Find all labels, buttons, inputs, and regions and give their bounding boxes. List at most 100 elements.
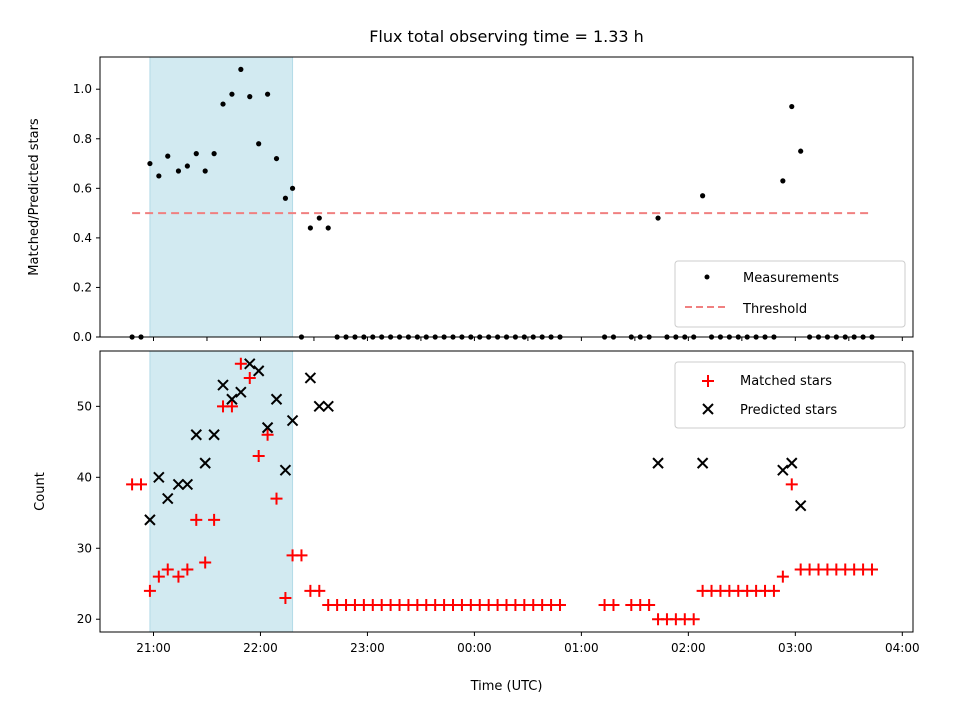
- predicted-star-point: [786, 457, 798, 469]
- count-x-tick-label: 23:00: [350, 641, 385, 655]
- count-x-tick-label: 03:00: [778, 641, 813, 655]
- chart-title: Flux total observing time = 1.33 h: [369, 27, 644, 46]
- count-y-ticks: 20 30 40 50: [77, 399, 100, 626]
- measurement-point: [184, 163, 190, 169]
- measurement-point: [273, 155, 280, 162]
- predicted-star-point: [286, 414, 299, 427]
- matched-star-point: [295, 549, 308, 562]
- ratio-y-tick-label: 0.6: [73, 181, 92, 195]
- ratio-y-axis-label: Matched/Predicted stars: [27, 118, 42, 276]
- ratio-shaded-region: [149, 56, 294, 338]
- predicted-star-point: [208, 429, 220, 441]
- matched-star-point: [279, 591, 292, 604]
- count-x-tick-label: 00:00: [457, 641, 492, 655]
- matched-star-point: [252, 450, 265, 463]
- measurement-point: [220, 101, 226, 107]
- count-x-ticks: 21:00 22:00 23:00 00:00 01:00 02:00 03:00 04:00: [136, 632, 920, 655]
- matched-star-point: [643, 599, 656, 612]
- matched-star-point: [135, 478, 148, 491]
- count-y-tick-label: 50: [77, 399, 92, 413]
- matched-star-point: [270, 492, 283, 505]
- predicted-star-point: [261, 421, 274, 434]
- matched-star-points: [126, 357, 878, 626]
- measurement-point: [282, 195, 289, 201]
- measurements-legend-label: Measurements: [743, 271, 839, 286]
- predicted-legend-label: Predicted stars: [740, 403, 837, 418]
- predicted-star-point: [322, 400, 334, 413]
- measurement-point: [789, 103, 795, 110]
- count-shaded-region: [149, 350, 294, 633]
- measurement-point: [316, 215, 322, 221]
- predicted-star-point: [235, 386, 247, 398]
- count-panel: 20 30 40 50 21:00 22:00 23:00 00:00 01:00 02:00 0…: [33, 350, 920, 694]
- matched-star-point: [687, 613, 700, 626]
- measurement-point: [655, 215, 661, 221]
- measurement-point: [211, 151, 217, 157]
- matched-star-point: [225, 400, 238, 413]
- matched-star-point: [243, 371, 256, 384]
- count-legend: Matched stars Predicted stars: [674, 361, 906, 429]
- ratio-y-ticks: 0.0 0.2 0.4 0.6 0.8 1.0: [73, 82, 100, 344]
- predicted-star-point: [153, 471, 165, 484]
- predicted-star-point: [162, 492, 174, 505]
- ratio-y-tick-label: 0.2: [73, 280, 92, 294]
- predicted-star-point: [777, 464, 789, 476]
- predicted-star-point: [144, 514, 156, 526]
- matched-star-point: [865, 563, 878, 576]
- matched-star-point: [190, 513, 203, 526]
- ratio-y-tick-label: 0.8: [73, 132, 92, 146]
- ratio-legend-box: [674, 260, 906, 328]
- measurement-point: [175, 168, 182, 174]
- ratio-y-tick-label: 0.4: [73, 231, 92, 245]
- predicted-star-point: [172, 478, 185, 491]
- matched-star-point: [785, 478, 798, 491]
- measurement-point: [256, 141, 262, 147]
- matched-star-point: [767, 584, 780, 597]
- measurement-point: [780, 178, 786, 184]
- measurement-point: [247, 94, 253, 100]
- matched-star-point: [607, 599, 620, 612]
- threshold-legend-label: Threshold: [742, 302, 807, 317]
- measurement-point: [238, 66, 244, 72]
- count-x-tick-label: 02:00: [671, 641, 706, 655]
- measurement-point: [193, 151, 199, 157]
- matched-star-point: [143, 584, 156, 597]
- count-y-tick-label: 30: [77, 541, 92, 555]
- matched-legend-label: Matched stars: [740, 374, 832, 389]
- count-y-tick-label: 20: [77, 612, 92, 626]
- measurement-point: [264, 91, 271, 97]
- matched-star-point: [161, 563, 174, 576]
- measurement-point: [325, 225, 331, 231]
- ratio-y-tick-label: 0.0: [73, 330, 92, 344]
- predicted-legend-marker: [702, 403, 714, 415]
- measurement-point: [700, 193, 706, 199]
- predicted-star-point: [181, 478, 194, 491]
- predicted-star-point: [226, 393, 238, 405]
- measurement-point: [307, 225, 313, 231]
- measurements-legend-marker: [704, 274, 710, 280]
- x-axis-label: Time (UTC): [470, 679, 543, 694]
- matched-star-point: [181, 563, 194, 576]
- count-x-tick-label: 22:00: [243, 641, 278, 655]
- measurement-point: [798, 148, 804, 154]
- predicted-star-point: [252, 365, 265, 377]
- predicted-star-point: [190, 429, 202, 441]
- measurement-point: [156, 173, 162, 179]
- ratio-panel: 0.0 0.2 0.4 0.6 0.8 1.0 Flux total observing …: [27, 27, 914, 344]
- predicted-star-point: [304, 372, 317, 384]
- matched-star-point: [208, 513, 221, 526]
- measurement-point: [202, 168, 208, 174]
- predicted-star-point: [217, 379, 229, 391]
- ratio-axes-frame: [99, 56, 914, 338]
- matched-star-point: [199, 556, 212, 569]
- predicted-star-point: [279, 464, 292, 476]
- measurement-point: [147, 160, 153, 167]
- predicted-star-point: [794, 499, 807, 512]
- measurement-point: [289, 185, 296, 191]
- predicted-star-point: [652, 457, 664, 469]
- matched-star-point: [234, 357, 247, 370]
- count-legend-box: [674, 361, 906, 429]
- matched-star-point: [313, 584, 326, 597]
